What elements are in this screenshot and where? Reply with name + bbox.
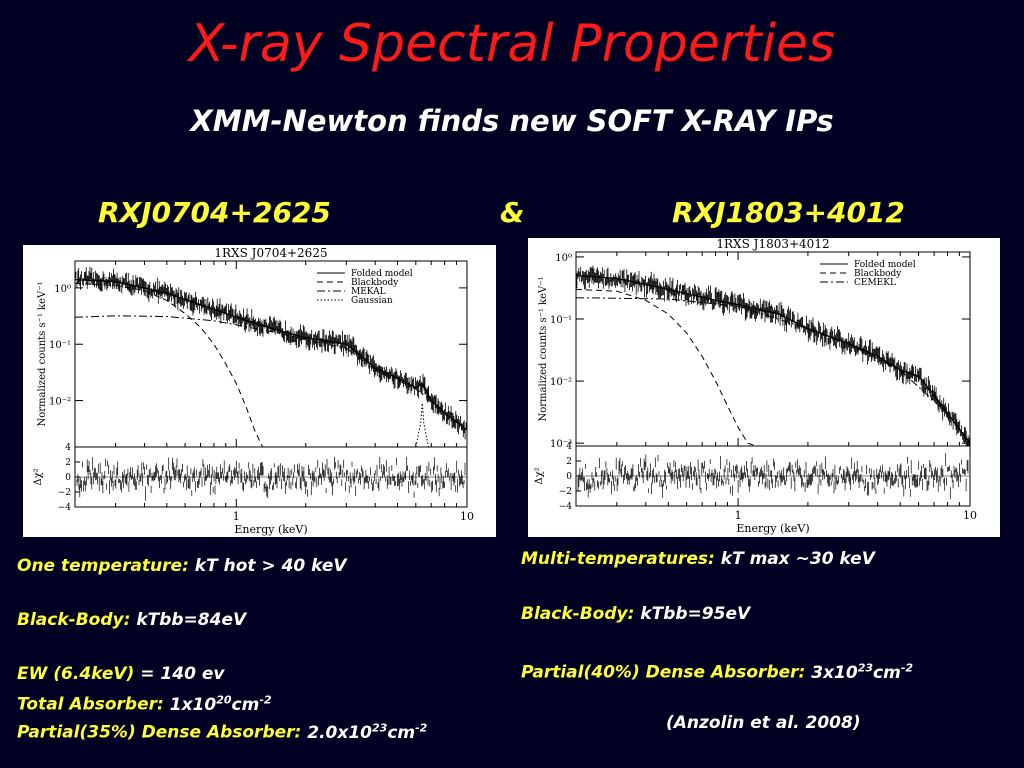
slide-subtitle: XMM-Newton finds new SOFT X-RAY IPs (190, 104, 834, 138)
series-line-blackbody (576, 288, 757, 446)
ew-value: = 140 ev (140, 664, 225, 684)
legend-label: Gaussian (351, 296, 393, 306)
y-tick-label: 10⁻² (49, 397, 71, 408)
chart-title: 1RXS J1803+4012 (716, 238, 829, 251)
resid-tick-label: 2 (65, 458, 71, 468)
series-line-cemekl (576, 297, 970, 444)
x-axis-label: Energy (keV) (234, 523, 307, 536)
dense-absorber-label: Partial(35%) Dense Absorber: (17, 722, 302, 743)
legend-label: Blackbody (351, 278, 399, 288)
temperature-label: One temperature: (17, 556, 189, 576)
right-info-line2: Black-Body: kTbb=95eV (521, 603, 750, 625)
dense-absorber-value: 2.0x1023cm-2 (307, 721, 428, 743)
total-absorber-label: Total Absorber: (17, 694, 164, 715)
resid-tick-label: −2 (58, 488, 71, 498)
y-tick-label: 10⁰ (555, 253, 572, 264)
x-tick-label: 1 (735, 509, 742, 522)
legend-label: Blackbody (854, 269, 902, 279)
resid-tick-label: 4 (566, 442, 572, 452)
total-absorber-value: 1x1020cm-2 (169, 693, 272, 715)
resid-tick-label: 4 (65, 443, 71, 453)
spectrum-panel-right: 1RXS J1803+4012 1 10 Energy (keV) 10⁰ 10⁻¹ 10⁻… (528, 238, 1000, 537)
series-line-folded-model (576, 274, 970, 444)
resid-tick-label: 0 (65, 473, 71, 483)
residual-points (76, 457, 466, 501)
dense-absorber-value-right: 3x1023cm-2 (811, 661, 914, 683)
y-axis-label: Normalized counts s⁻¹ keV⁻¹ (37, 281, 48, 426)
right-info-line1: Multi-temperatures: kT max ~30 keV (521, 548, 875, 570)
spectrum-panel-left: 1RXS J0704+2625 1 10 Energy (keV) 10⁰ 10⁻¹ 10⁻… (23, 245, 496, 537)
resid-axis-label: Δχ² (534, 467, 545, 484)
left-info-block: One temperature: kT hot > 40 keV Black-B… (17, 555, 517, 755)
y-tick-label: 10⁻² (550, 377, 572, 388)
resid-tick-label: −2 (559, 487, 572, 497)
citation: (Anzolin et al. 2008) (666, 713, 861, 733)
temperature-value: kT hot > 40 keV (194, 556, 347, 576)
multi-temperature-label: Multi-temperatures: (521, 549, 715, 569)
legend-label: Folded model (854, 260, 916, 270)
y-tick-label: 10⁻³ (550, 439, 572, 450)
left-info-line1: One temperature: kT hot > 40 keV (17, 555, 347, 577)
legend-label: CEMEKL (854, 278, 896, 288)
series-line-blackbody (75, 282, 264, 447)
resid-tick-label: −4 (559, 502, 573, 512)
resid-tick-label: 0 (566, 472, 572, 482)
x-tick-label: 1 (233, 510, 240, 523)
legend-label: Folded model (351, 269, 413, 279)
spectrum-chart-right: 1RXS J1803+4012 1 10 Energy (keV) 10⁰ 10⁻¹ 10⁻… (534, 238, 977, 535)
series-line-folded-model (75, 279, 467, 431)
spectrum-chart-left: 1RXS J0704+2625 1 10 Energy (keV) 10⁰ 10⁻¹ 10⁻… (33, 246, 474, 536)
series-line-mekal (75, 315, 467, 431)
chart-group: 1RXS J0704+2625 1 10 Energy (keV) 10⁰ 10⁻¹ 10⁻… (33, 246, 474, 536)
y-tick-label: 10⁰ (54, 284, 71, 295)
x-axis-label: Energy (keV) (736, 522, 809, 535)
resid-tick-label: −4 (58, 503, 72, 513)
data-points (576, 265, 970, 446)
left-info-line3: EW (6.4keV) = 140 ev (17, 663, 224, 685)
x-tick-label: 10 (963, 509, 977, 522)
y-tick-label: 10⁻¹ (550, 315, 572, 326)
left-info-line2: Black-Body: kTbb=84eV (17, 609, 246, 631)
chart-group: 1RXS J1803+4012 1 10 Energy (keV) 10⁰ 10⁻¹ 10⁻… (534, 238, 977, 535)
left-info-line5: Partial(35%) Dense Absorber: 2.0x1023cm-… (17, 717, 427, 744)
series-line-gaussian (415, 403, 429, 447)
resid-axis-label: Δχ² (33, 468, 44, 485)
multi-temperature-value: kT max ~30 keV (720, 549, 875, 569)
slide-title: X-ray Spectral Properties (188, 14, 836, 74)
source-right-label: RXJ1803+4012 (672, 196, 905, 229)
left-info-line4: Total Absorber: 1x1020cm-2 (17, 689, 272, 716)
blackbody-value: kTbb=84eV (136, 610, 247, 630)
blackbody-label: Black-Body: (17, 610, 131, 630)
ew-label: EW (6.4keV) (17, 664, 135, 684)
chart-title: 1RXS J0704+2625 (214, 246, 327, 260)
blackbody-value-right: kTbb=95eV (640, 604, 751, 624)
right-info-block: Multi-temperatures: kT max ~30 keV Black… (521, 548, 1011, 748)
ampersand-label: & (500, 196, 525, 229)
resid-tick-label: 2 (566, 457, 572, 467)
legend-label: MEKAL (351, 287, 386, 297)
y-tick-label: 10⁻¹ (49, 340, 71, 351)
dense-absorber-label-right: Partial(40%) Dense Absorber: (521, 662, 806, 683)
source-left-label: RXJ0704+2625 (98, 196, 331, 229)
data-points (75, 266, 467, 440)
x-tick-label: 10 (460, 510, 474, 523)
y-axis-label: Normalized counts s⁻¹ keV⁻¹ (538, 276, 549, 421)
right-info-line3: Partial(40%) Dense Absorber: 3x1023cm-2 (521, 657, 913, 684)
blackbody-label-right: Black-Body: (521, 604, 635, 624)
residual-points (577, 453, 969, 500)
